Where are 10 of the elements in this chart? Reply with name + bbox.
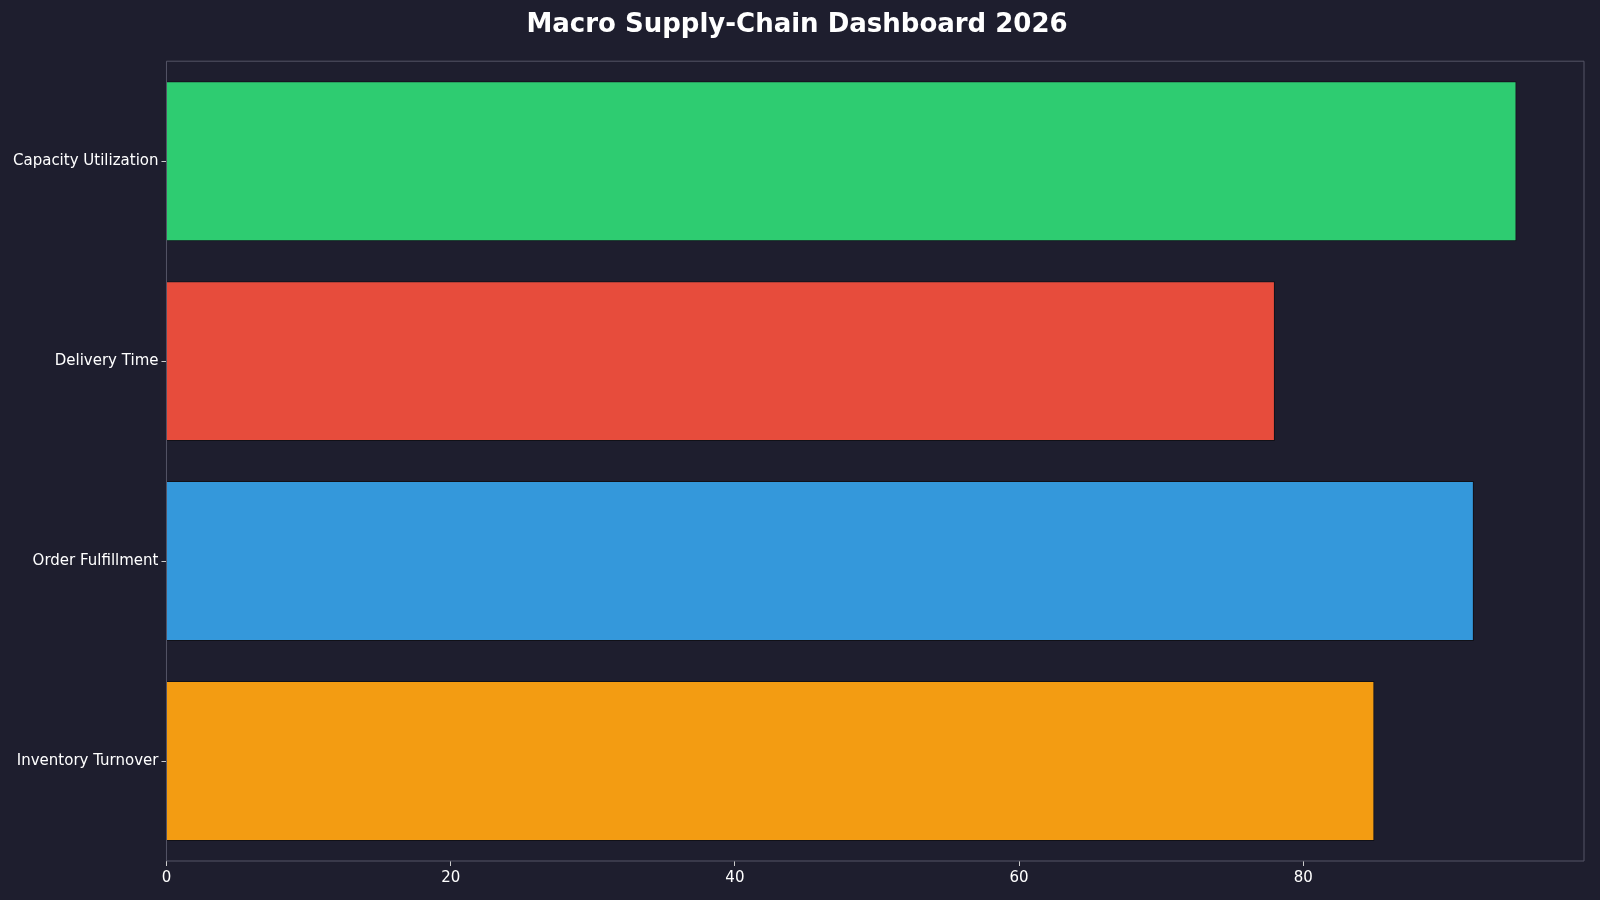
y-tick-label: Delivery Time (54, 351, 159, 370)
y-tick-label: Inventory Turnover (16, 750, 160, 769)
chart-title: Macro Supply-Chain Dashboard 2026 (526, 8, 1068, 39)
y-tick-label: Order Fulfillment (32, 550, 159, 569)
x-tick-label: 40 (725, 867, 745, 886)
x-tick-label: 60 (1009, 867, 1029, 886)
x-tick-label: 0 (161, 867, 172, 886)
x-tick-label: 20 (441, 867, 461, 886)
y-tick-label: Capacity Utilization (13, 151, 159, 170)
x-tick-label: 80 (1293, 867, 1313, 886)
